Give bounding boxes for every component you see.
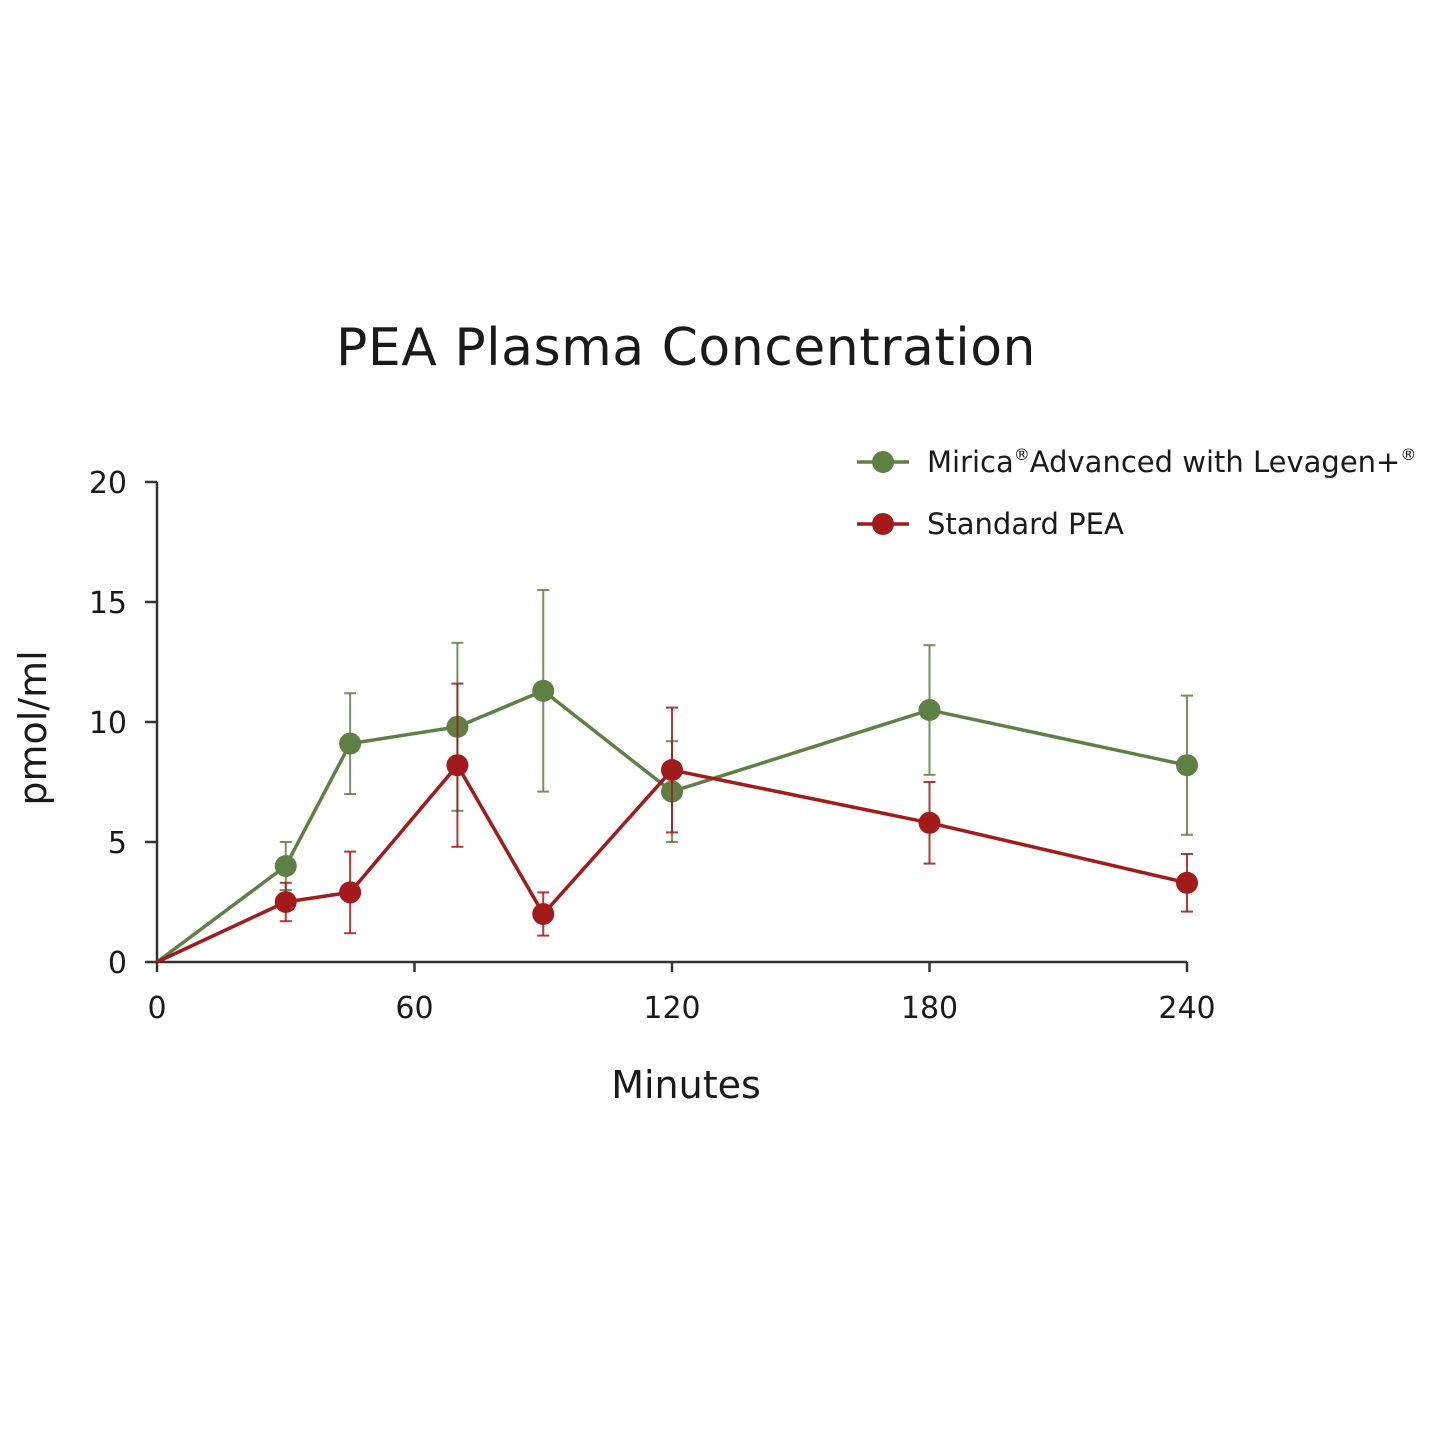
legend-label: Mirica®Advanced with Levagen+® [927,445,1416,479]
data-point [446,754,469,777]
series-layer [155,589,1198,964]
data-point [339,732,362,755]
data-point [661,759,683,781]
data-point [532,679,555,702]
chart-axes: 0 60 120 180 240 0 5 10 15 20 [89,466,1216,1026]
chart-title: PEA Plasma Concentration [336,318,1036,378]
data-point [532,903,555,925]
series-line [155,688,1188,964]
y-tick-label: 20 [89,466,127,501]
data-point [274,891,297,913]
series-standard-pea [156,682,1198,964]
y-axis-title: pmol/ml [11,650,55,805]
x-tick-label: 60 [395,991,433,1026]
legend-swatch-marker [872,513,894,535]
x-axis-title: Minutes [611,1063,761,1107]
data-point [918,699,941,721]
x-tick-label: 0 [147,991,166,1026]
data-point [339,881,362,904]
legend-item-mirica: Mirica®Advanced with Levagen+® [857,445,1416,479]
y-tick-label: 15 [89,586,127,621]
data-point [274,855,297,877]
x-tick-label: 240 [1158,991,1215,1026]
x-tick-label: 180 [901,991,958,1026]
y-tick-label: 5 [108,826,127,861]
legend-item-standard-pea: Standard PEA [857,507,1124,541]
legend-swatch-marker [872,451,894,473]
legend: Mirica®Advanced with Levagen+® Standard P… [857,445,1416,541]
legend-label: Standard PEA [927,507,1124,541]
y-tick-label: 0 [108,946,127,981]
data-point [918,811,941,834]
y-tick-label: 10 [89,706,127,741]
data-point [1176,871,1198,894]
data-point [1176,754,1198,777]
x-tick-label: 120 [643,991,700,1026]
